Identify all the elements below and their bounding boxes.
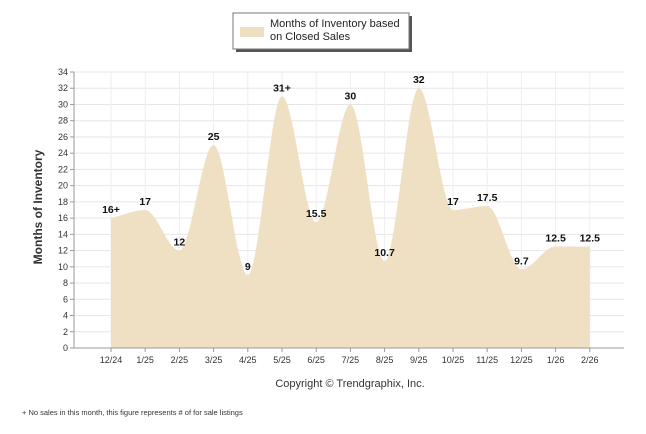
y-tick-label: 28	[58, 116, 68, 126]
x-tick-label: 2/26	[581, 355, 599, 365]
footnote-text: + No sales in this month, this figure re…	[22, 408, 243, 417]
y-tick-label: 24	[58, 148, 68, 158]
x-tick-label: 8/25	[376, 355, 394, 365]
y-tick-label: 32	[58, 83, 68, 93]
area-series	[111, 88, 590, 348]
x-tick-label: 2/25	[171, 355, 189, 365]
legend: Months of Inventory based on Closed Sale…	[232, 12, 412, 52]
data-label: 10.7	[374, 247, 395, 259]
y-tick-label: 22	[58, 164, 68, 174]
legend-line-1: Months of Inventory based	[270, 18, 400, 30]
data-label: 15.5	[306, 208, 327, 220]
y-tick-label: 12	[58, 246, 68, 256]
y-tick-label: 30	[58, 99, 68, 109]
x-tick-label: 12/25	[510, 355, 533, 365]
data-labels: 16+ 17 12 25 9 31+ 15.5 30 10.7 32 17 17.5 9.7 12.5 12…	[102, 74, 600, 273]
x-tick-label: 12/24	[100, 355, 123, 365]
y-tick-label: 0	[63, 343, 68, 353]
data-label: 9.7	[514, 255, 529, 267]
y-tick-label: 10	[58, 262, 68, 272]
data-label: 30	[345, 90, 357, 102]
y-tick-label: 18	[58, 197, 68, 207]
y-tick-label: 6	[63, 294, 68, 304]
x-tick-label: 11/25	[476, 355, 498, 365]
x-tick-label: 4/25	[239, 355, 257, 365]
data-label: 32	[413, 74, 425, 86]
x-tick-label: 6/25	[307, 355, 325, 365]
axes	[73, 72, 624, 349]
x-tick-label: 5/25	[273, 355, 291, 365]
x-tick-label: 1/25	[136, 355, 154, 365]
x-tick-label: 10/25	[442, 355, 465, 365]
data-label: 17	[447, 196, 459, 208]
data-label: 31+	[273, 82, 291, 94]
y-tick-label: 26	[58, 132, 68, 142]
copyright-text: Copyright © Trendgraphix, Inc.	[275, 378, 424, 390]
y-tick-label: 2	[63, 327, 68, 337]
data-label: 12	[174, 237, 186, 249]
x-tick-label: 1/26	[547, 355, 565, 365]
y-tick-label: 34	[58, 67, 68, 77]
y-tick-label: 8	[63, 278, 68, 288]
data-label: 12.5	[545, 233, 566, 245]
y-tick-label: 16	[58, 213, 68, 223]
y-tick-label: 4	[63, 311, 68, 321]
x-tick-label: 3/25	[205, 355, 223, 365]
x-tick-label: 7/25	[342, 355, 360, 365]
legend-line-2: on Closed Sales	[270, 31, 351, 43]
y-axis-title: Months of Inventory	[31, 149, 45, 264]
data-label: 17.5	[477, 192, 498, 204]
y-tick-label: 20	[58, 181, 68, 191]
data-label: 16+	[102, 204, 120, 216]
data-label: 17	[139, 196, 151, 208]
data-label: 12.5	[580, 233, 601, 245]
x-axis-ticks: 12/24 1/25 2/25 3/25 4/25 5/25 6/25 7/25 8/25 9/2…	[100, 348, 599, 365]
x-tick-label: 9/25	[410, 355, 428, 365]
data-label: 9	[245, 261, 251, 273]
y-tick-label: 14	[58, 229, 68, 239]
data-label: 25	[208, 131, 220, 143]
legend-swatch	[240, 27, 264, 37]
